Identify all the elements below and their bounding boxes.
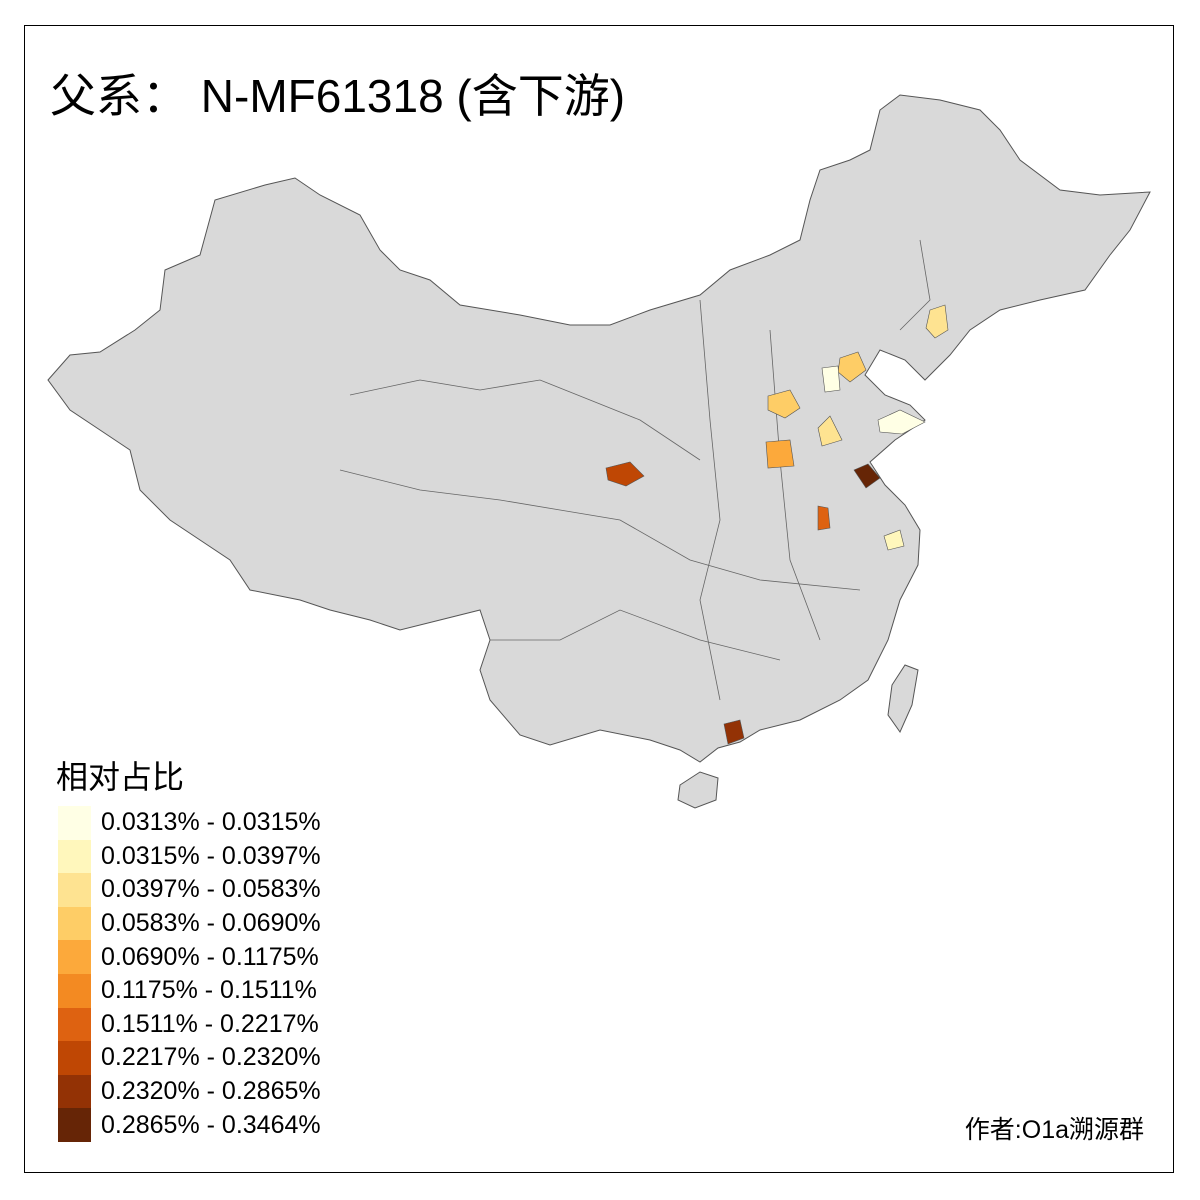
region-shanxi-taiyuan [767, 389, 801, 419]
highlighted-regions [605, 304, 949, 745]
region-jiangsu-xuzhou [853, 463, 881, 489]
legend-swatch [58, 906, 91, 941]
legend-item: 0.2865% - 0.3464% [58, 1108, 321, 1142]
legend-label: 0.2217% - 0.2320% [101, 1043, 321, 1072]
legend-title: 相对占比 [56, 759, 185, 795]
legend-label: 0.0313% - 0.0315% [101, 808, 321, 837]
legend-swatch [58, 1007, 91, 1042]
legend-swatch [58, 973, 91, 1008]
legend-item: 0.1511% - 0.2217% [58, 1007, 321, 1042]
region-liaoning-shenyang [925, 304, 949, 339]
taiwan-island [887, 664, 919, 734]
region-guangdong [723, 719, 745, 745]
legend-item: 0.2320% - 0.2865% [58, 1074, 321, 1109]
legend-swatch [58, 940, 91, 974]
legend-item: 0.0313% - 0.0315% [58, 806, 321, 840]
legend-label: 0.1511% - 0.2217% [101, 1009, 319, 1038]
legend-item: 0.0315% - 0.0397% [58, 839, 321, 874]
legend-label: 0.2320% - 0.2865% [101, 1077, 321, 1106]
region-anhui [817, 505, 831, 531]
map-frame [24, 25, 1174, 1173]
author-credit: 作者:O1a溯源群 [964, 1116, 1144, 1144]
region-hebei-zhangjiakou [821, 365, 841, 393]
legend-swatch [58, 1074, 91, 1109]
map-title: 父系： N-MF61318 (含下游) [50, 70, 626, 122]
legend-label: 0.2865% - 0.3464% [101, 1110, 321, 1139]
legend-label: 0.0690% - 0.1175% [101, 942, 319, 971]
legend-swatch [58, 1108, 91, 1142]
region-hebei-south [817, 415, 843, 447]
region-henan-zhengzhou [765, 439, 795, 469]
legend-label: 0.0583% - 0.0690% [101, 909, 321, 938]
legend-swatch [58, 839, 91, 874]
legend-item: 0.0397% - 0.0583% [58, 873, 321, 907]
china-mainland [47, 94, 1151, 763]
legend: 0.0313% - 0.0315% 0.0315% - 0.0397% 0.0397… [58, 806, 321, 1142]
legend-swatch [58, 1041, 91, 1075]
region-jiangsu-south [883, 529, 905, 551]
legend-label: 0.1175% - 0.1511% [101, 976, 317, 1005]
legend-item: 0.0583% - 0.0690% [58, 906, 321, 941]
legend-label: 0.0397% - 0.0583% [101, 875, 321, 904]
province-borders [339, 239, 931, 701]
legend-label: 0.0315% - 0.0397% [101, 841, 321, 870]
legend-swatch [58, 806, 91, 840]
legend-item: 0.2217% - 0.2320% [58, 1041, 321, 1075]
legend-item: 0.0690% - 0.1175% [58, 940, 321, 974]
legend-swatch [58, 873, 91, 907]
legend-item: 0.1175% - 0.1511% [58, 973, 321, 1008]
region-shandong-jiaodong [877, 409, 926, 435]
hainan-island [677, 771, 719, 809]
region-shaanxi-xian [605, 461, 645, 487]
